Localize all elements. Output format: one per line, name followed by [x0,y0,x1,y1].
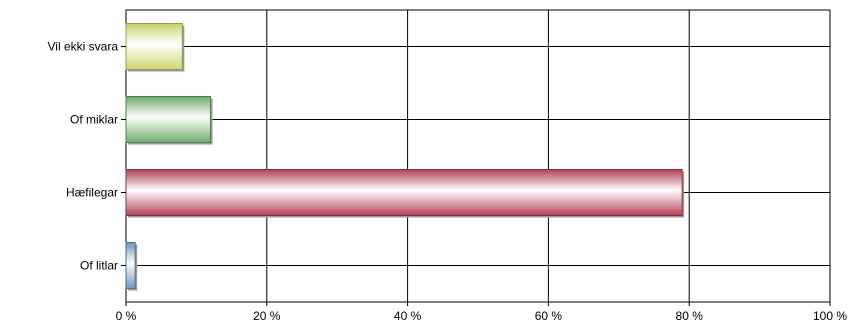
category-label: Of miklar [70,113,118,127]
x-tick-label: 60 % [535,309,563,323]
category-label: Hæfilegar [66,186,118,200]
category-label: Vil ekki svara [48,40,119,54]
bar [125,169,683,216]
bars [125,23,685,291]
x-tick-label: 80 % [676,309,704,323]
bar [125,96,211,143]
plot-area [125,9,831,303]
x-tick-label: 40 % [394,309,422,323]
x-tick-label: 20 % [253,309,281,323]
category-labels: Vil ekki svara Of miklar Hæfilegar Of litla… [48,40,126,273]
bar [125,242,136,289]
category-label: Of litlar [80,259,118,273]
x-tick-label: 100 % [813,309,847,323]
x-tick-label: 0 % [116,309,137,323]
bar [125,23,183,70]
x-tick-labels: 0 % 20 % 40 % 60 % 80 % 100 % [116,302,847,323]
